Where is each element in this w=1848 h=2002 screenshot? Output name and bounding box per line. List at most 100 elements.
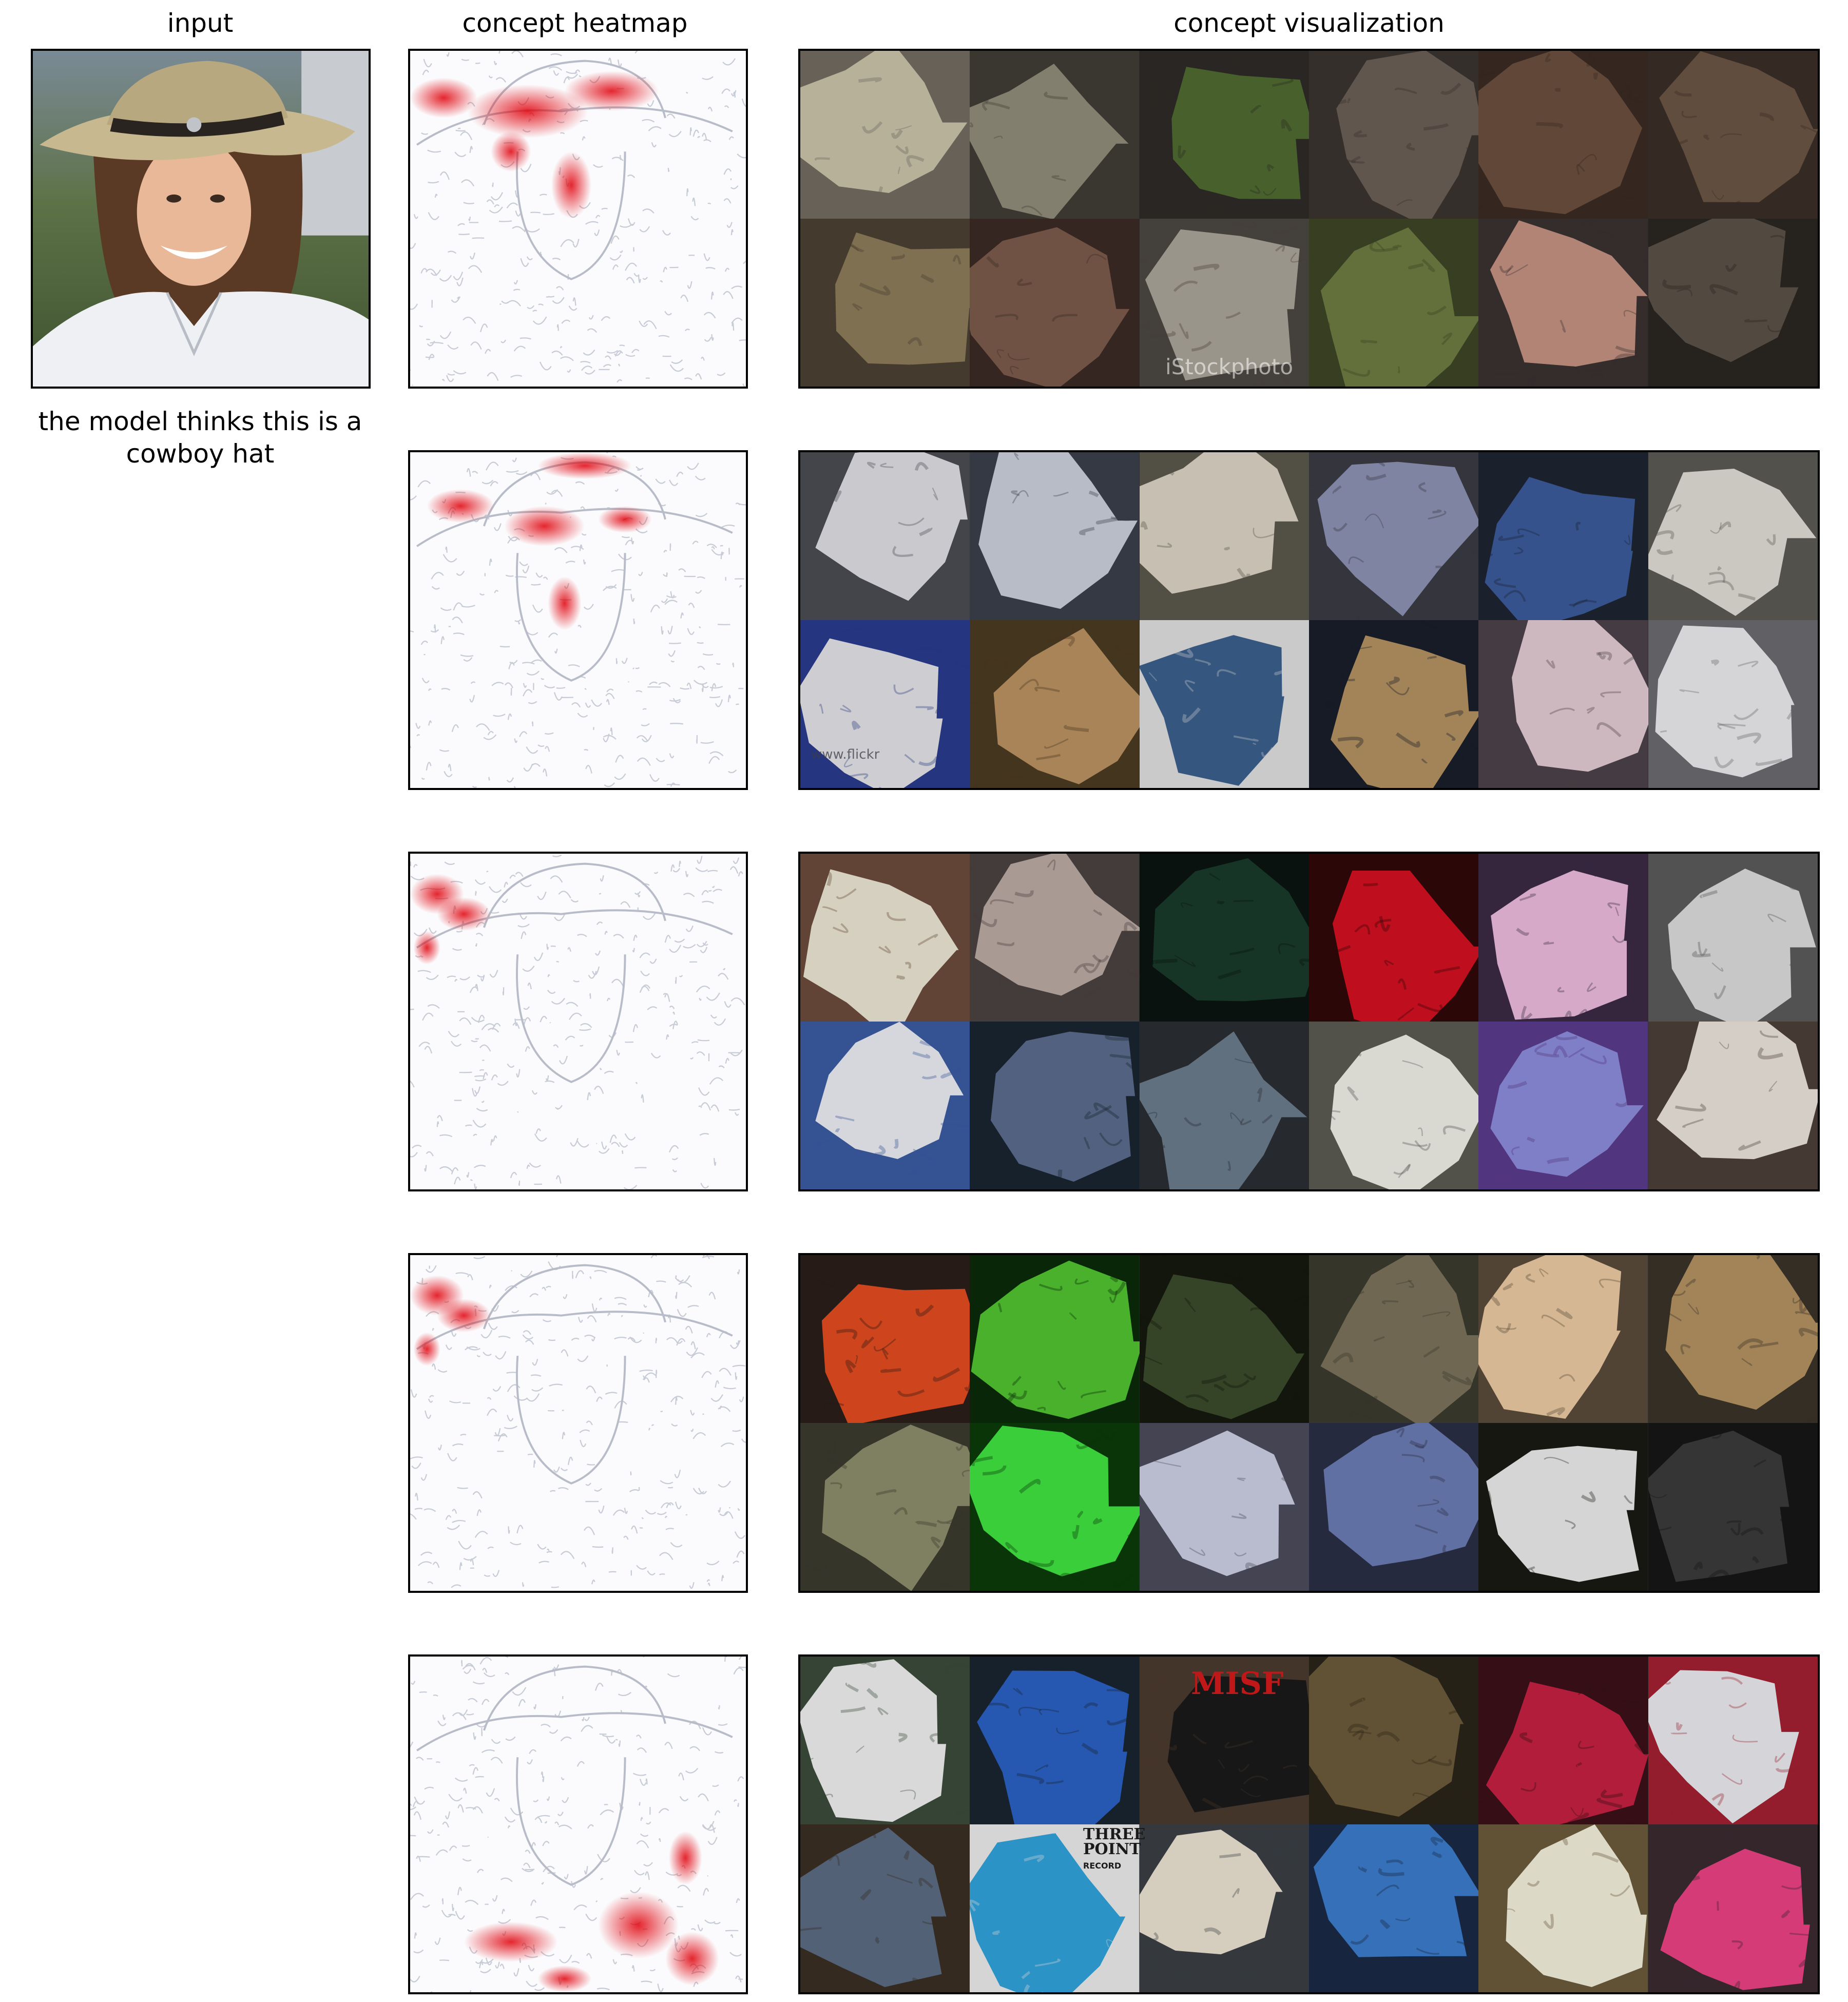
concept-patch	[803, 869, 959, 1022]
heat-blob	[490, 131, 531, 172]
edge-stroke	[428, 1398, 433, 1403]
texture-stroke	[1021, 205, 1043, 216]
texture-stroke	[909, 363, 915, 371]
edge-stroke	[519, 731, 528, 737]
edge-stroke	[594, 1683, 604, 1691]
edge-stroke	[463, 202, 474, 204]
texture-stroke	[1542, 1314, 1566, 1327]
edge-stroke	[580, 1045, 584, 1047]
edge-stroke	[733, 857, 740, 864]
texture-stroke	[1710, 1832, 1736, 1843]
edge-stroke	[619, 1142, 628, 1148]
tile-dim	[1309, 51, 1479, 219]
texture-stroke	[861, 1981, 877, 1992]
edge-stroke	[495, 77, 507, 83]
tile-image	[1309, 1022, 1479, 1189]
edge-stroke	[639, 984, 651, 993]
edge-stroke	[480, 1330, 493, 1339]
edge-stroke	[598, 1148, 610, 1154]
edge-stroke	[563, 1294, 568, 1299]
texture-stroke	[1491, 1177, 1514, 1182]
texture-stroke	[1439, 1180, 1451, 1189]
texture-stroke	[1421, 259, 1435, 273]
texture-stroke	[1432, 509, 1442, 514]
edge-stroke	[539, 194, 547, 196]
concept-example-tile	[800, 1022, 970, 1189]
edge-stroke	[639, 1802, 641, 1806]
edge-stroke	[618, 1303, 627, 1306]
texture-stroke	[1649, 1931, 1665, 1935]
edge-stroke	[472, 1120, 487, 1128]
edge-stroke	[451, 296, 461, 303]
texture-stroke	[1454, 1675, 1467, 1685]
edge-stroke	[706, 992, 720, 1001]
edge-stroke	[562, 1409, 565, 1411]
edge-stroke	[554, 1821, 560, 1825]
edge-stroke	[632, 1024, 638, 1032]
texture-stroke	[1035, 1958, 1061, 1967]
edge-stroke	[591, 699, 602, 707]
texture-stroke	[1442, 1375, 1451, 1382]
edge-stroke	[591, 1579, 595, 1585]
texture-stroke	[982, 102, 1010, 111]
concept-visualization-5	[798, 1654, 1820, 1994]
concept-visualization-4	[798, 1253, 1820, 1593]
edge-stroke	[711, 334, 714, 341]
concept-example-tile	[1648, 620, 1818, 788]
edge-stroke	[585, 702, 591, 708]
texture-stroke	[1577, 154, 1597, 167]
edge-stroke	[507, 1825, 511, 1828]
texture-stroke	[970, 1899, 980, 1912]
edge-stroke	[498, 220, 512, 222]
texture-stroke	[992, 1930, 1000, 1935]
edge-stroke	[680, 612, 684, 619]
texture-stroke	[891, 238, 911, 244]
texture-stroke	[1414, 1440, 1428, 1449]
texture-stroke	[1281, 119, 1292, 132]
texture-stroke	[1664, 1807, 1675, 1815]
texture-stroke	[835, 1128, 840, 1133]
concept-patch	[1331, 635, 1479, 788]
edge-stroke	[634, 891, 641, 895]
edge-stroke	[472, 785, 477, 788]
concept-example-tile	[800, 1657, 970, 1824]
edge-stroke	[592, 966, 600, 975]
edge-stroke	[494, 1434, 507, 1437]
edge-stroke	[671, 1423, 678, 1427]
texture-stroke	[1793, 1841, 1800, 1850]
edge-stroke	[707, 1875, 709, 1877]
edge-stroke	[453, 632, 465, 636]
edge-stroke	[637, 757, 651, 766]
texture-stroke	[1517, 747, 1524, 759]
concept-patch	[1490, 220, 1648, 367]
concept-example-tile	[1309, 1657, 1479, 1824]
edge-stroke	[601, 316, 611, 321]
texture-stroke	[1408, 1279, 1415, 1288]
edge-stroke	[664, 935, 671, 943]
texture-stroke	[1006, 1392, 1017, 1406]
texture-stroke	[1428, 1758, 1452, 1766]
concept-example-tile	[970, 51, 1140, 219]
texture-stroke	[970, 702, 979, 705]
edge-stroke	[669, 945, 682, 953]
edge-stroke	[688, 602, 695, 608]
edge-stroke	[474, 1086, 481, 1094]
texture-stroke	[1375, 918, 1392, 928]
texture-stroke	[1262, 1114, 1273, 1124]
edge-stroke	[661, 598, 668, 603]
edge-stroke	[520, 163, 532, 172]
texture-stroke	[858, 1832, 876, 1839]
edge-stroke	[664, 600, 678, 605]
edge-stroke	[709, 686, 723, 689]
texture-stroke	[1183, 1117, 1202, 1127]
edge-stroke	[506, 1372, 517, 1374]
edge-stroke	[463, 316, 476, 324]
texture-stroke	[1608, 1350, 1622, 1358]
edge-stroke	[485, 349, 491, 354]
texture-stroke	[1517, 528, 1541, 536]
concept-example-tile	[1139, 1824, 1309, 1992]
tile-dim	[1139, 1022, 1309, 1189]
texture-stroke	[1274, 669, 1286, 676]
tile-dim	[1309, 1255, 1479, 1423]
texture-stroke	[1670, 574, 1674, 581]
